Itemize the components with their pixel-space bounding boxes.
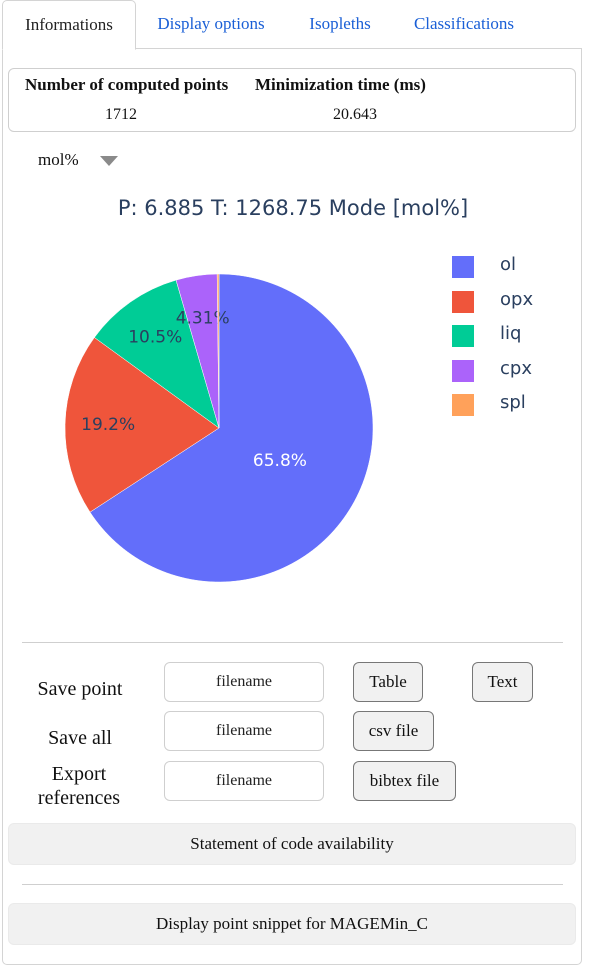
tab-informations[interactable]: Informations bbox=[2, 0, 136, 50]
computed-points-value: 1712 bbox=[105, 106, 137, 123]
tab-display-options[interactable]: Display options bbox=[157, 14, 265, 33]
legend-item-ol[interactable]: ol bbox=[452, 254, 572, 278]
pie-slice-ol[interactable] bbox=[89, 273, 374, 583]
save-point-filename-input[interactable] bbox=[164, 662, 324, 702]
pie-chart: 65.8% 19.2% 10.5%4.31% bbox=[64, 273, 374, 583]
tab-content-panel bbox=[2, 48, 582, 965]
computation-info-card: Number of computed points Minimization t… bbox=[8, 68, 576, 132]
legend-item-spl[interactable]: spl bbox=[452, 392, 572, 416]
legend-swatch bbox=[452, 256, 474, 278]
minimization-time-value: 20.643 bbox=[333, 106, 377, 123]
legend-swatch bbox=[452, 394, 474, 416]
legend-item-opx[interactable]: opx bbox=[452, 289, 572, 313]
legend-swatch bbox=[452, 359, 474, 382]
save-all-filename-input[interactable] bbox=[164, 711, 324, 751]
legend-label: spl bbox=[500, 392, 526, 413]
pie-label-liq: 10.5% bbox=[128, 327, 182, 347]
tab-bar: Informations Display options Isopleths C… bbox=[0, 0, 596, 50]
legend-label: liq bbox=[500, 323, 522, 344]
save-point-label: Save point bbox=[37, 678, 123, 700]
save-all-csv-button[interactable]: csv file bbox=[353, 711, 434, 751]
save-point-text-button[interactable]: Text bbox=[472, 662, 533, 702]
tab-underline bbox=[135, 48, 582, 49]
pie-slice-liq[interactable] bbox=[94, 279, 220, 429]
pie-label-opx: 19.2% bbox=[81, 415, 135, 435]
legend-label: ol bbox=[500, 254, 517, 275]
export-bibtex-button[interactable]: bibtex file bbox=[353, 761, 456, 801]
unit-dropdown-value: mol% bbox=[38, 150, 79, 169]
tab-isopleths[interactable]: Isopleths bbox=[309, 14, 371, 33]
legend-item-cpx[interactable]: cpx bbox=[452, 358, 572, 382]
divider bbox=[22, 884, 563, 885]
chevron-down-icon bbox=[100, 156, 118, 166]
export-references-filename-input[interactable] bbox=[164, 761, 324, 801]
point-snippet-button[interactable]: Display point snippet for MAGEMin_C bbox=[8, 903, 576, 945]
pie-slice-spl[interactable] bbox=[216, 273, 220, 429]
legend-item-liq[interactable]: liq bbox=[452, 323, 572, 347]
legend-swatch bbox=[452, 290, 474, 313]
chart-title: P: 6.885 T: 1268.75 Mode [mol%] bbox=[117, 196, 469, 220]
code-availability-button[interactable]: Statement of code availability bbox=[8, 823, 576, 865]
save-point-table-button[interactable]: Table bbox=[353, 662, 423, 702]
tab-classifications[interactable]: Classifications bbox=[413, 14, 515, 33]
legend-label: cpx bbox=[500, 357, 532, 379]
minimization-time-header: Minimization time (ms) bbox=[255, 75, 426, 94]
legend-label: opx bbox=[500, 288, 534, 310]
pie-slice-opx[interactable] bbox=[64, 337, 220, 513]
export-references-label: Export references bbox=[37, 763, 121, 809]
pie-label-cpx: 4.31% bbox=[176, 308, 230, 328]
save-all-label: Save all bbox=[48, 727, 112, 749]
legend-swatch bbox=[452, 325, 474, 347]
unit-dropdown[interactable]: mol% bbox=[38, 148, 138, 174]
divider bbox=[22, 642, 563, 643]
pie-label-ol: 65.8% bbox=[253, 451, 307, 471]
computed-points-header: Number of computed points bbox=[25, 75, 229, 94]
